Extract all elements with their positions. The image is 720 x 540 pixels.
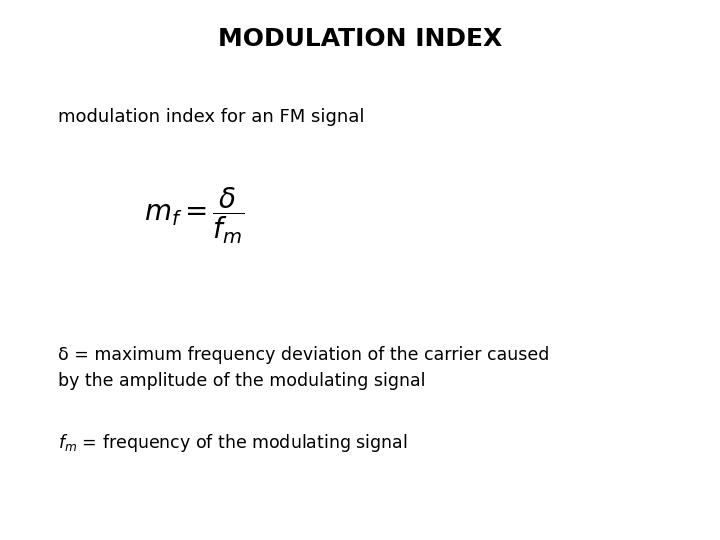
Text: δ = maximum frequency deviation of the carrier caused
by the amplitude of the mo: δ = maximum frequency deviation of the c… [58,346,549,390]
Text: $m_f = \dfrac{\delta}{f_m}$: $m_f = \dfrac{\delta}{f_m}$ [144,186,244,246]
Text: modulation index for an FM signal: modulation index for an FM signal [58,108,364,126]
Text: MODULATION INDEX: MODULATION INDEX [218,27,502,51]
Text: $f_m$ = frequency of the modulating signal: $f_m$ = frequency of the modulating sign… [58,432,407,454]
